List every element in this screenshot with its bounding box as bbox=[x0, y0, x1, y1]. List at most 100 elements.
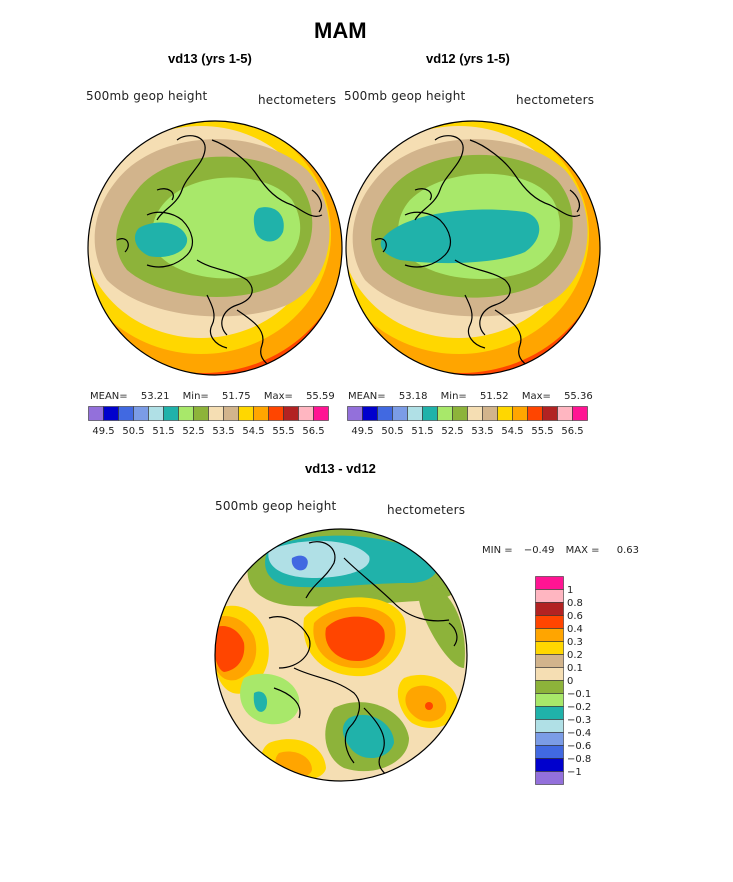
map-border bbox=[87, 120, 343, 376]
colorbar-tick-label: 50.5 bbox=[381, 426, 403, 437]
colorbar-tick-label: −0.4 bbox=[567, 728, 591, 739]
colorbar-swatch bbox=[422, 406, 438, 421]
colorbar-swatch bbox=[535, 680, 564, 694]
colorbar-swatch bbox=[535, 758, 564, 772]
colorbar-tick-label: 0.6 bbox=[567, 611, 583, 622]
region-pos04-center bbox=[325, 616, 385, 662]
colorbar-swatch bbox=[535, 602, 564, 616]
right-min-label: Min= bbox=[440, 391, 467, 402]
colorbar-tick-label: 50.5 bbox=[122, 426, 144, 437]
colorbar-swatch bbox=[535, 589, 564, 603]
colorbar-swatch bbox=[148, 406, 164, 421]
colorbar-swatch bbox=[88, 406, 104, 421]
right-stats: MEAN= 53.18 Min= 51.52 Max= 55.36 bbox=[348, 391, 593, 402]
colorbar-swatch bbox=[452, 406, 468, 421]
colorbar-swatch bbox=[557, 406, 573, 421]
colorbar-swatch bbox=[377, 406, 393, 421]
colorbar-swatch bbox=[163, 406, 179, 421]
map-border bbox=[345, 120, 601, 376]
coastlines bbox=[268, 541, 458, 781]
region-zero-east bbox=[418, 583, 465, 668]
colorbar-tick-label: 51.5 bbox=[411, 426, 433, 437]
colorbar-swatch bbox=[347, 406, 363, 421]
colorbar-tick-label: −1 bbox=[567, 767, 582, 778]
left-panel-title: vd13 (yrs 1-5) bbox=[168, 51, 252, 66]
low-center-west bbox=[134, 222, 188, 258]
colorbar-swatch bbox=[238, 406, 254, 421]
left-min-label: Min= bbox=[182, 391, 209, 402]
left-min-value: 51.75 bbox=[221, 391, 251, 402]
low-center-east bbox=[253, 207, 284, 242]
colorbar-tick-label: 0.4 bbox=[567, 624, 583, 635]
colorbar-swatch bbox=[535, 719, 564, 733]
colorbar-tick-label: 0 bbox=[567, 676, 573, 687]
colorbar-tick-label: 51.5 bbox=[152, 426, 174, 437]
right-max-label: Max= bbox=[521, 391, 551, 402]
colorbar-swatch bbox=[497, 406, 513, 421]
colorbar-tick-label: 55.5 bbox=[531, 426, 553, 437]
colorbar-swatch bbox=[283, 406, 299, 421]
map-border bbox=[214, 528, 468, 782]
left-max-label: Max= bbox=[263, 391, 293, 402]
right-colorbar: 49.5 50.5 51.5 52.5 53.5 54.5 55.5 56.5 bbox=[347, 406, 588, 437]
region-neg02-south bbox=[342, 714, 394, 759]
region-neg06 bbox=[291, 555, 308, 571]
colorbar-tick-label: −0.6 bbox=[567, 741, 591, 752]
left-field-label: 500mb geop height bbox=[86, 89, 208, 103]
colorbar-swatch bbox=[223, 406, 239, 421]
colorbar-swatch bbox=[535, 706, 564, 720]
right-panel-title: vd12 (yrs 1-5) bbox=[426, 51, 510, 66]
left-mean-label: MEAN= bbox=[90, 391, 128, 402]
diff-panel-title: vd13 - vd12 bbox=[305, 461, 376, 476]
colorbar-tick-label: 0.2 bbox=[567, 650, 583, 661]
colorbar-tick-label: 52.5 bbox=[182, 426, 204, 437]
colorbar-swatch bbox=[178, 406, 194, 421]
diff-min-value: −0.49 bbox=[523, 545, 555, 556]
colorbar-tick-label: −0.3 bbox=[567, 715, 591, 726]
colorbar-tick-label: 54.5 bbox=[501, 426, 523, 437]
colorbar-swatch bbox=[535, 576, 564, 590]
diff-max-label: MAX = bbox=[565, 545, 600, 556]
colorbar-swatch bbox=[535, 732, 564, 746]
colorbar-swatch bbox=[572, 406, 588, 421]
colorbar-tick-label: 0.3 bbox=[567, 637, 583, 648]
colorbar-swatch bbox=[467, 406, 483, 421]
colorbar-swatch bbox=[512, 406, 528, 421]
left-polar-map bbox=[87, 120, 343, 376]
colorbar-tick-label: 1 bbox=[567, 585, 573, 596]
right-field-label: 500mb geop height bbox=[344, 89, 466, 103]
colorbar-swatch bbox=[535, 654, 564, 668]
diff-max-value: 0.63 bbox=[616, 545, 639, 556]
colorbar-tick-label: −0.2 bbox=[567, 702, 591, 713]
diff-min-label: MIN = bbox=[482, 545, 513, 556]
colorbar-tick-label: 53.5 bbox=[212, 426, 234, 437]
colorbar-swatch bbox=[193, 406, 209, 421]
colorbar-swatch bbox=[298, 406, 314, 421]
left-units-label: hectometers bbox=[258, 93, 337, 107]
colorbar-swatch bbox=[133, 406, 149, 421]
left-stats: MEAN= 53.21 Min= 51.75 Max= 55.59 bbox=[90, 391, 335, 402]
colorbar-swatch bbox=[482, 406, 498, 421]
colorbar-tick-label: 54.5 bbox=[242, 426, 264, 437]
colorbar-swatch bbox=[535, 745, 564, 759]
right-polar-map bbox=[345, 120, 601, 376]
colorbar-swatch bbox=[208, 406, 224, 421]
colorbar-swatch bbox=[268, 406, 284, 421]
right-max-value: 55.36 bbox=[564, 391, 593, 402]
colorbar-tick-label: −0.8 bbox=[567, 754, 591, 765]
left-mean-value: 53.21 bbox=[140, 391, 170, 402]
colorbar-swatch bbox=[535, 641, 564, 655]
colorbar-swatch bbox=[313, 406, 329, 421]
right-mean-value: 53.18 bbox=[398, 391, 428, 402]
colorbar-tick-label: 56.5 bbox=[302, 426, 324, 437]
colorbar-swatch bbox=[535, 667, 564, 681]
colorbar-swatch bbox=[437, 406, 453, 421]
low-center bbox=[380, 209, 540, 264]
figure-title: MAM bbox=[314, 18, 367, 43]
colorbar-swatch bbox=[542, 406, 558, 421]
region-neg01-sw bbox=[240, 673, 300, 725]
colorbar-swatch bbox=[535, 615, 564, 629]
diff-colorbar: 1 0.8 0.6 0.4 0.3 0.2 0.1 0 −0.1 −0.2 −0.3 −0.4 −0.6… bbox=[535, 576, 591, 785]
colorbar-swatch bbox=[535, 693, 564, 707]
left-colorbar: 49.5 50.5 51.5 52.5 53.5 54.5 55.5 56.5 bbox=[88, 406, 329, 437]
